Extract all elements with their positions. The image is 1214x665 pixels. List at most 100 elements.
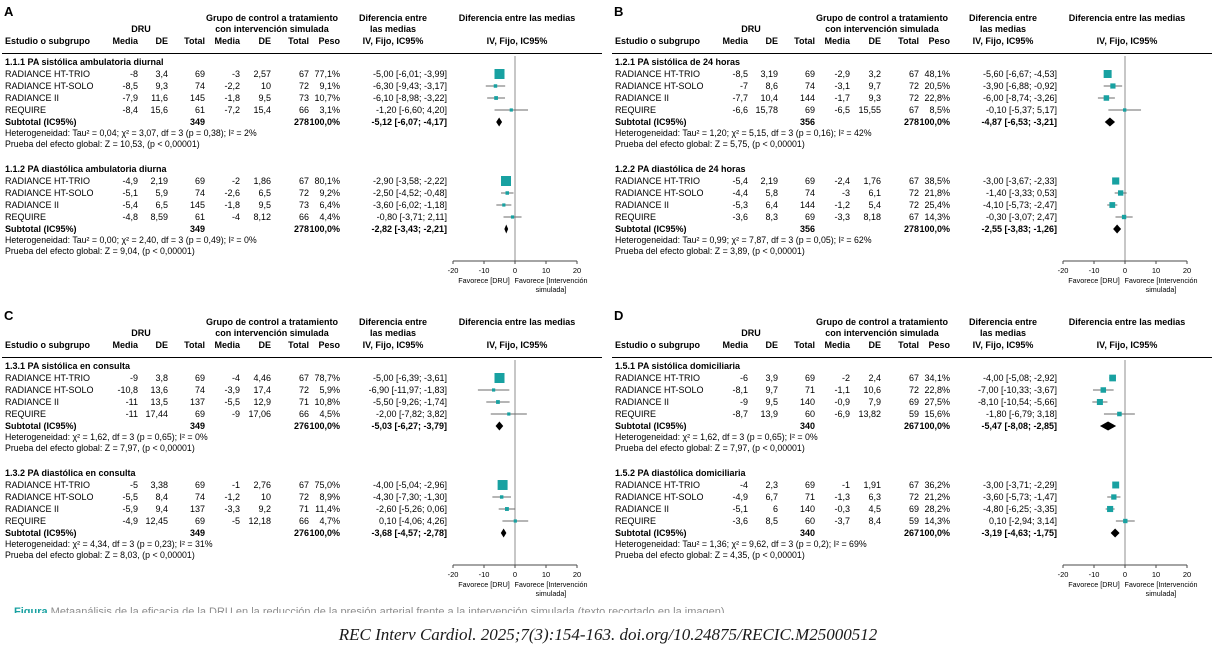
media-control bbox=[815, 420, 850, 432]
total-dru: 71 bbox=[804, 492, 815, 502]
axis-tick-label: 20 bbox=[573, 266, 581, 275]
total-dru: 144 bbox=[799, 93, 815, 103]
header-diff-plot: Diferencia entre las medias bbox=[1068, 13, 1186, 23]
favor-right-label: simulada] bbox=[536, 589, 567, 598]
point-estimate-square bbox=[496, 400, 500, 404]
footnote-overall-test: Prueba del efecto global: Z = 8,03, (p <… bbox=[5, 550, 195, 560]
media-dru: -8,5 bbox=[732, 69, 748, 79]
peso: 20,5% bbox=[924, 81, 950, 91]
peso: 48,1% bbox=[924, 69, 950, 79]
study-row: RADIANCE HT-SOLO -4,4 5,8 74 -3 6,1 72 21,8% -1,… bbox=[612, 187, 1057, 199]
total-control: 67 bbox=[908, 212, 919, 222]
study-name: RADIANCE II bbox=[5, 93, 60, 103]
study-name: RADIANCE HT-SOLO bbox=[615, 385, 704, 395]
media-control: -2,2 bbox=[224, 81, 240, 91]
subtotal-diamond bbox=[496, 117, 503, 127]
de-dru: 3,8 bbox=[155, 373, 168, 383]
media-dru: -4,8 bbox=[122, 212, 138, 222]
total-dru: 69 bbox=[194, 176, 205, 186]
de-dru: 5,8 bbox=[765, 188, 778, 198]
de-dru: 8,3 bbox=[765, 212, 778, 222]
total-dru: 74 bbox=[804, 81, 815, 91]
study-row: RADIANCE HT-SOLO -8,5 9,3 74 -2,2 10 72 9,1% -6,… bbox=[2, 80, 447, 92]
header-effect-plot: IV, Fijo, IC95% bbox=[486, 36, 548, 46]
favor-left-label: Favorece [DRU] bbox=[1068, 276, 1120, 285]
de-control: 10,6 bbox=[863, 385, 881, 395]
media-dru: -8,1 bbox=[732, 385, 748, 395]
de-control: 15,4 bbox=[253, 105, 271, 115]
panel-letter: D bbox=[614, 308, 624, 323]
ci-text: -2,50 [-4,52; -0,48] bbox=[372, 188, 447, 198]
header-diff-line1: Diferencia entre bbox=[358, 317, 428, 327]
de-dru bbox=[138, 116, 168, 128]
study-row: RADIANCE HT-SOLO -7 8,6 74 -3,1 9,7 72 20,5% -3,… bbox=[612, 80, 1057, 92]
peso: 100,0% bbox=[309, 224, 340, 234]
peso: 5,9% bbox=[319, 385, 340, 395]
media-dru: -5,1 bbox=[732, 504, 748, 514]
total-dru: 74 bbox=[194, 188, 205, 198]
media-control: -1,7 bbox=[834, 93, 850, 103]
peso: 6,4% bbox=[319, 200, 340, 210]
total-dru: 69 bbox=[194, 516, 205, 526]
panel-letter: A bbox=[4, 4, 14, 19]
point-estimate-square bbox=[1100, 387, 1107, 393]
axis-tick-label: 10 bbox=[542, 570, 550, 579]
footnote-overall-test: Prueba del efecto global: Z = 10,53, (p … bbox=[5, 139, 200, 149]
study-row: RADIANCE HT-TRIO -6 3,9 69 -2 2,4 67 34,1% -4,00… bbox=[612, 372, 1057, 384]
de-control bbox=[240, 223, 271, 235]
axis-tick-label: 20 bbox=[573, 570, 581, 579]
study-row: REQUIRE -8,4 15,6 61 -7,2 15,4 66 3,1% -1,20 [-6… bbox=[2, 104, 447, 116]
point-estimate-square bbox=[502, 203, 506, 207]
de-control: 9,2 bbox=[258, 504, 271, 514]
de-dru: 10,4 bbox=[760, 93, 778, 103]
total-control: 71 bbox=[298, 504, 309, 514]
point-estimate-square bbox=[1110, 83, 1116, 89]
de-dru bbox=[748, 223, 778, 235]
media-dru bbox=[114, 223, 138, 235]
header-diff-plot: Diferencia entre las medias bbox=[458, 317, 576, 327]
study-row: RADIANCE HT-TRIO -8,5 3,19 69 -2,9 3,2 67 48,1%… bbox=[612, 68, 1057, 80]
de-dru: 3,4 bbox=[155, 69, 168, 79]
header-col-total-2: Total bbox=[794, 36, 815, 46]
media-control bbox=[815, 527, 850, 539]
point-estimate-square bbox=[1109, 374, 1116, 382]
ci-text: -6,90 [-11,97; -1,83] bbox=[368, 385, 447, 395]
media-dru: -4,4 bbox=[732, 188, 748, 198]
subtotal-row: Subtotal (IC95%) 340 267 100,0% -5,47 [-8,08… bbox=[612, 420, 1057, 432]
media-dru: -3,6 bbox=[732, 212, 748, 222]
total-control: 73 bbox=[298, 200, 309, 210]
subtotal-row: Subtotal (IC95%) 356 278 100,0% -4,87 [-6,53… bbox=[612, 116, 1057, 128]
de-dru: 12,45 bbox=[145, 516, 168, 526]
total-control: 276 bbox=[293, 421, 309, 431]
point-estimate-square bbox=[494, 373, 505, 383]
peso: 100,0% bbox=[309, 117, 340, 127]
point-estimate-square bbox=[1112, 177, 1120, 185]
axis-tick-label: 10 bbox=[1152, 266, 1160, 275]
media-control: -9 bbox=[231, 409, 240, 419]
figure-caption-text: Metaanálisis de la eficacia de la DRU en… bbox=[47, 606, 725, 613]
study-name: RADIANCE HT-TRIO bbox=[5, 69, 91, 79]
de-control: 8,12 bbox=[253, 212, 271, 222]
total-control: 69 bbox=[908, 397, 919, 407]
media-control: -1,3 bbox=[834, 492, 850, 502]
axis-tick-label: 10 bbox=[542, 266, 550, 275]
de-dru bbox=[748, 420, 778, 432]
header-control-group-line1: Grupo de control a tratamiento bbox=[815, 317, 949, 327]
study-row: RADIANCE II -11 13,5 137 -5,5 12,9 71 10,8% -5,5… bbox=[2, 396, 447, 408]
media-dru: -5 bbox=[129, 480, 138, 490]
total-control: 69 bbox=[908, 504, 919, 514]
axis-tick-label: 0 bbox=[1123, 266, 1127, 275]
media-dru: -11 bbox=[125, 397, 138, 407]
total-control: 66 bbox=[298, 409, 309, 419]
header-col-de-4: DE bbox=[868, 340, 881, 350]
header-col-de-1: DE bbox=[765, 340, 778, 350]
de-dru: 13,5 bbox=[150, 397, 168, 407]
header-col-media-0: Media bbox=[112, 36, 138, 46]
media-control: -3,9 bbox=[224, 385, 240, 395]
footnote-heterogeneity: Heterogeneidad: Tau² = 0,04; χ² = 3,07, … bbox=[5, 128, 257, 138]
ci-text: -1,20 [-6,60; 4,20] bbox=[375, 105, 447, 115]
axis-tick-label: -20 bbox=[1058, 570, 1069, 579]
header-study-col: Estudio o subgrupo bbox=[615, 340, 700, 350]
point-estimate-square bbox=[1123, 518, 1128, 524]
ci-text: -0,80 [-3,71; 2,11] bbox=[376, 212, 447, 222]
